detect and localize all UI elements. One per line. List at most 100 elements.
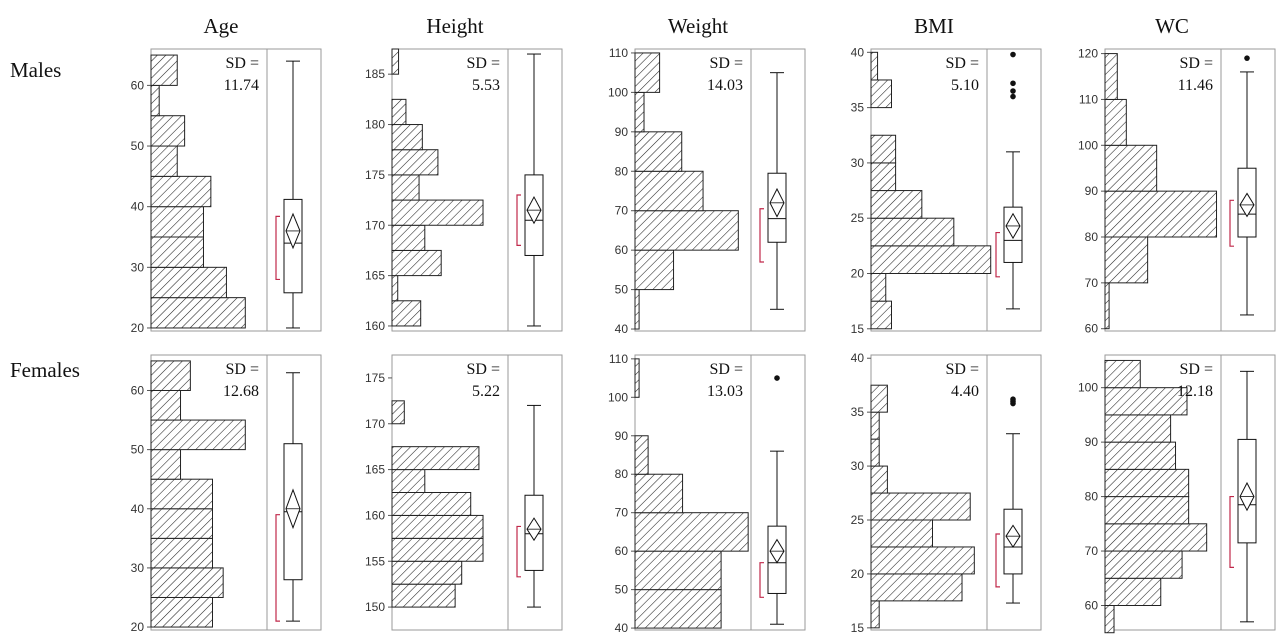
histogram-bar	[1104, 190, 1218, 238]
sd-label: SD =	[1180, 55, 1213, 72]
outlier-point	[774, 375, 780, 381]
y-tick-label: 15	[851, 322, 865, 336]
sd-label: SD =	[467, 55, 500, 72]
y-tick-label: 80	[615, 164, 629, 178]
histogram-bar	[634, 589, 722, 629]
row-header-males: Males	[10, 58, 61, 82]
histogram-bar	[1104, 53, 1118, 100]
y-tick-label: 120	[1078, 47, 1098, 61]
y-tick-label: 110	[609, 352, 628, 366]
y-tick-label: 165	[365, 269, 385, 283]
y-tick-label: 40	[851, 351, 865, 365]
panel-age-females: 20 30 40 50 60 SD = 12.68	[131, 354, 322, 634]
y-tick-label: 30	[131, 561, 145, 575]
y-tick-label: 70	[615, 506, 629, 520]
y-tick-label: 60	[1085, 598, 1099, 612]
histogram-bar	[150, 389, 182, 421]
panel-bmi-females: 15 20 25 30 35 40 SD = 4.40	[851, 351, 1042, 635]
histogram-bar	[634, 210, 739, 251]
y-tick-label: 100	[608, 85, 628, 99]
panel-height-females: 150 155 160 165 170 175 SD = 5.22	[365, 354, 563, 631]
panel-bmi-males: 15 20 25 30 35 40 SD = 5.10	[851, 45, 1042, 336]
row-header-females: Females	[10, 358, 80, 382]
sd-value: 5.10	[951, 77, 979, 94]
y-tick-label: 50	[131, 139, 145, 153]
histogram-bar	[150, 360, 191, 391]
sd-value: 13.03	[707, 383, 743, 400]
y-tick-label: 90	[615, 429, 629, 443]
histogram-bar	[391, 492, 472, 516]
outlier-point	[1244, 55, 1250, 61]
y-tick-label: 110	[609, 46, 628, 60]
y-tick-label: 160	[365, 508, 385, 522]
histogram-bar	[870, 245, 992, 274]
y-tick-label: 90	[615, 125, 629, 139]
histogram-bar	[634, 249, 675, 291]
y-tick-label: 175	[365, 371, 385, 385]
histogram-bar	[1104, 523, 1208, 552]
histogram-bar	[1104, 604, 1115, 634]
y-tick-label: 60	[131, 383, 145, 397]
histogram-bar	[150, 175, 212, 208]
outlier-point	[1010, 80, 1016, 87]
histogram-bar	[870, 492, 971, 521]
shortest-half-bracket	[516, 194, 521, 246]
sd-value: 14.03	[707, 77, 743, 94]
histogram-bar	[870, 546, 975, 575]
sd-value: 12.68	[223, 383, 259, 400]
histogram-bar	[1104, 577, 1162, 606]
histogram-bar	[634, 512, 749, 552]
histogram-bar	[870, 272, 887, 302]
y-tick-label: 170	[365, 218, 385, 232]
outlier-point	[1010, 88, 1016, 94]
panel-age-males: 20 30 40 50 60 SD = 11.74	[131, 48, 322, 335]
shortest-half-bracket	[995, 533, 1000, 588]
histogram-bar	[150, 266, 227, 299]
histogram-bar	[391, 446, 480, 471]
histogram-bar	[150, 115, 186, 147]
histogram-bar	[391, 124, 423, 151]
histogram-bar	[634, 435, 649, 475]
histogram-bar	[391, 560, 463, 585]
y-tick-label: 180	[365, 118, 385, 132]
histogram-bar	[1104, 496, 1190, 525]
y-tick-label: 50	[615, 283, 629, 297]
column-header-weight: Weight	[668, 14, 728, 38]
y-tick-label: 60	[131, 78, 145, 92]
histogram-bar	[391, 537, 484, 562]
histogram-bar	[150, 419, 246, 451]
y-tick-label: 35	[851, 101, 865, 115]
y-tick-label: 185	[365, 67, 385, 81]
shortest-half-bracket	[275, 514, 280, 622]
sd-value: 12.18	[1177, 383, 1213, 400]
histogram-bar	[391, 249, 442, 277]
sd-value: 5.53	[472, 77, 500, 94]
sd-label: SD =	[226, 361, 259, 378]
histogram-bar	[870, 438, 880, 467]
y-tick-label: 60	[615, 544, 629, 558]
y-tick-label: 70	[1085, 544, 1099, 558]
histogram-bar	[150, 478, 213, 510]
y-tick-label: 80	[1085, 230, 1099, 244]
histogram-bar	[391, 98, 407, 126]
histogram-bar	[634, 52, 661, 93]
histogram-bar	[870, 79, 892, 109]
histogram-bar	[150, 297, 246, 329]
y-tick-label: 100	[1078, 381, 1098, 395]
histogram-bar	[870, 465, 888, 494]
panels: 20 30 40 50 60 SD = 11.74 160 165 170 175 180 185 SD …	[131, 45, 1276, 635]
y-tick-label: 35	[851, 405, 865, 419]
histogram-bar	[150, 449, 182, 480]
column-header-age: Age	[204, 14, 239, 38]
shortest-half-bracket	[995, 231, 1000, 278]
sd-label: SD =	[946, 55, 979, 72]
panel-weight-females: 40 50 60 70 80 90 100 110 SD = 13.03	[608, 352, 806, 635]
sd-label: SD =	[467, 361, 500, 378]
y-tick-label: 25	[851, 211, 865, 225]
histogram-bar	[634, 473, 684, 514]
histogram-bar	[150, 54, 178, 86]
column-header-bmi: BMI	[914, 14, 954, 38]
y-tick-label: 80	[1085, 490, 1099, 504]
shortest-half-bracket	[1229, 495, 1234, 568]
shortest-half-bracket	[759, 208, 764, 263]
